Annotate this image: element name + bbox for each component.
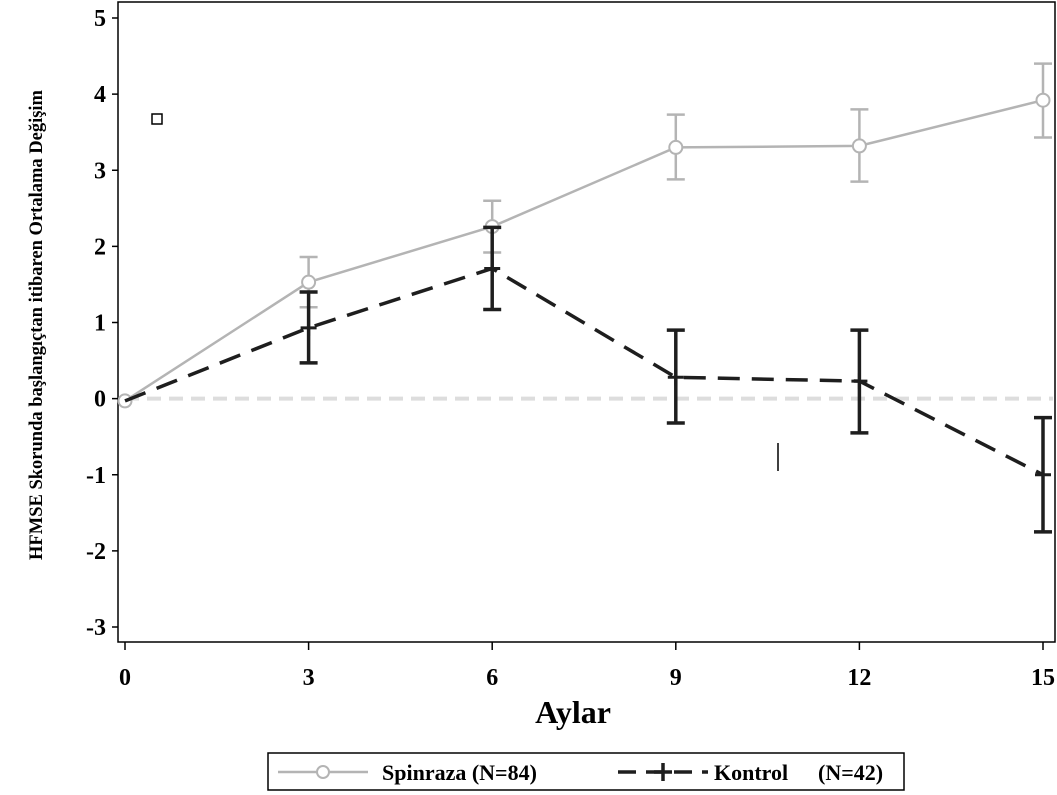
x-tick-label: 9: [670, 665, 682, 691]
axis-ticks: 5 4 3 2 1 0 -1 -2 -3 0 3 6 9 12 15: [86, 6, 1055, 691]
legend-kontrol-n: (N=42): [818, 760, 883, 785]
y-tick-label: 2: [94, 234, 106, 260]
x-tick-label: 15: [1031, 665, 1055, 691]
spinraza-point: [668, 139, 684, 155]
y-axis-title: HFMSE Skorunda başlangıçtan itibaren Ort…: [27, 89, 47, 559]
plot-frame: [117, 1, 1056, 643]
plot-area: [117, 62, 1053, 534]
x-tick-label: 12: [847, 665, 871, 691]
x-tick-label: 3: [303, 665, 315, 691]
stray-square-mark: [151, 113, 163, 125]
kontrol-series-line: [124, 266, 1044, 477]
x-axis-title: Aylar: [535, 694, 611, 730]
legend-box: [267, 752, 905, 791]
y-tick-label: -2: [86, 539, 106, 565]
y-tick-label: 0: [94, 387, 106, 413]
legend-item-spinraza: Spinraza (N=84): [278, 760, 537, 785]
legend-item-kontrol: Kontrol (N=42): [618, 760, 883, 785]
spinraza-point: [1035, 92, 1051, 108]
y-tick-label: -1: [86, 463, 106, 489]
x-tick-label: 6: [486, 665, 498, 691]
legend-spinraza-label: Spinraza (N=84): [382, 760, 537, 785]
y-tick-label: 1: [94, 311, 106, 337]
x-tick-label: 0: [119, 665, 131, 691]
y-tick-label: -3: [86, 615, 106, 641]
y-tick-label: 3: [94, 158, 106, 184]
spinraza-point: [851, 138, 867, 154]
y-tick-label: 4: [94, 82, 106, 108]
legend: Spinraza (N=84) Kontrol (N=42): [267, 752, 905, 791]
y-tick-label: 5: [94, 6, 106, 32]
spinraza-series-line: [124, 99, 1044, 402]
legend-kontrol-label: Kontrol: [714, 760, 788, 785]
legend-spinraza-marker: [316, 765, 330, 779]
spinraza-point: [301, 274, 317, 290]
